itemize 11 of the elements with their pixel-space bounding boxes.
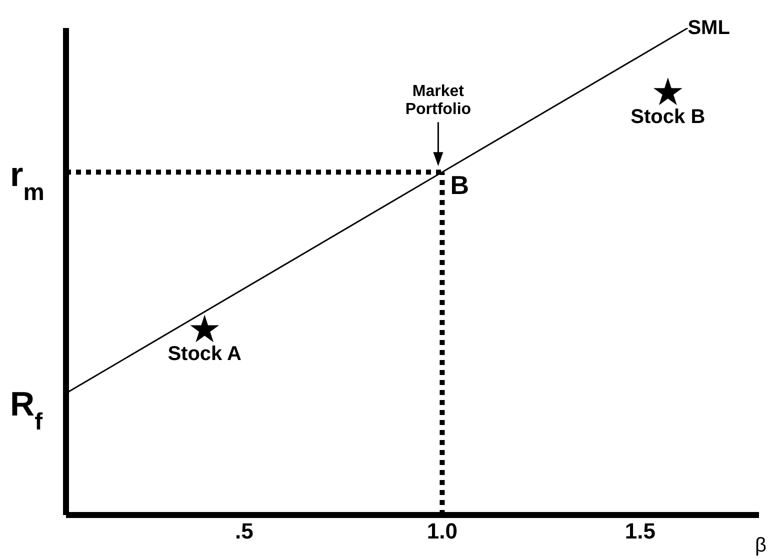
x-axis-title: β [755,534,767,557]
series-label: SML [688,17,730,39]
ref-line-label: r$_{m}$ [10,156,44,206]
x-tick-label: 1.0 [426,518,458,544]
series-label: Stock B [630,106,706,128]
x-tick-label: 1.5 [624,518,656,544]
annotation: R$_{f}$ [10,385,43,435]
series-label: Stock A [168,342,242,365]
annotation: B [450,170,469,200]
x-tick-label: .5 [235,518,254,544]
annotation: Market Portfolio [405,83,472,118]
